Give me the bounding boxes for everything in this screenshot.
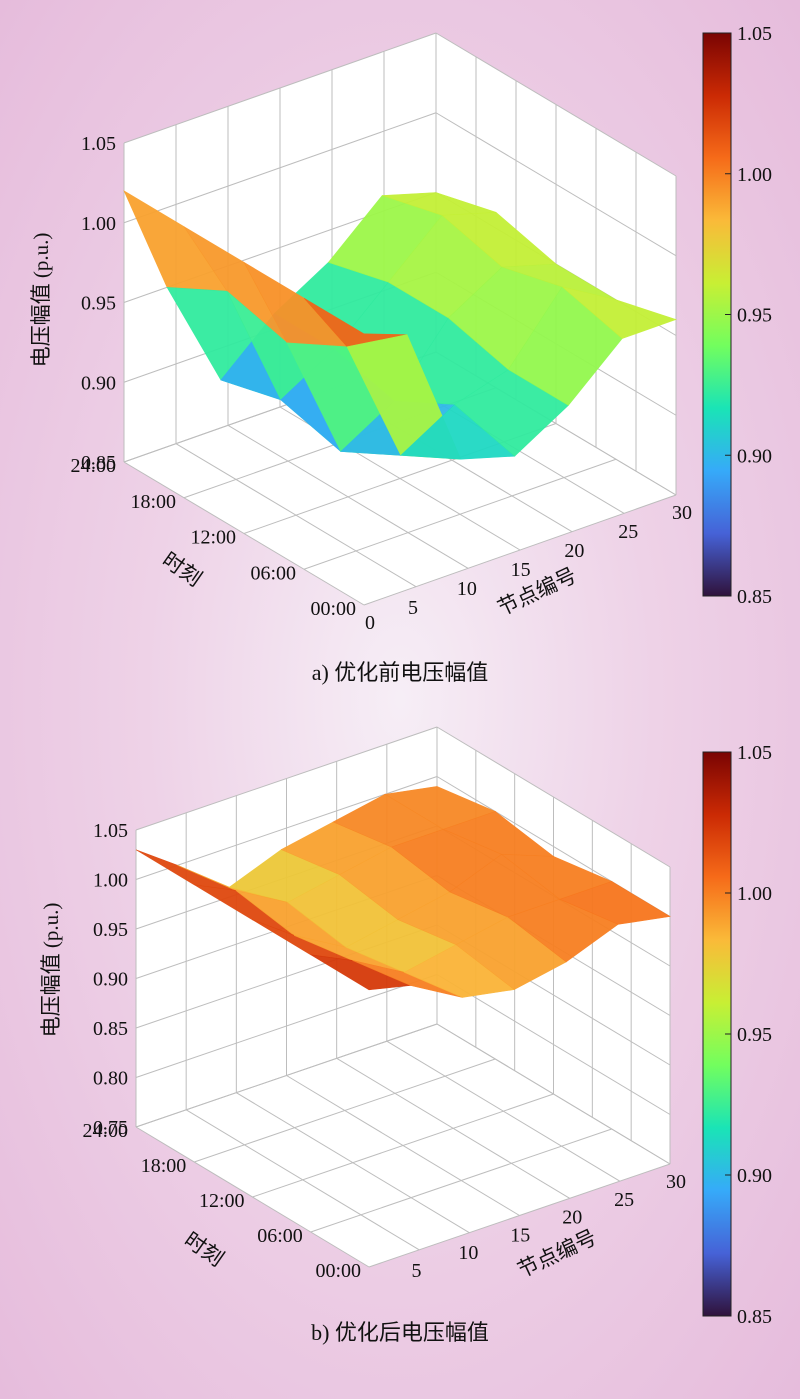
z-tick-label: 1.00 <box>81 213 116 235</box>
floor-grid-line <box>175 443 417 588</box>
y-tick-label: 12:00 <box>190 527 236 549</box>
x-tick-label: 10 <box>458 1242 478 1264</box>
x-tick-label: 5 <box>412 1260 422 1282</box>
colorbar-tick-label: 0.90 <box>737 1165 772 1187</box>
z-tick-label: 1.05 <box>93 820 128 842</box>
chart-panel-before: 0.85 0.90 0.95 1.00 1.05 00:00 06:00 12:00 18:00… <box>29 23 772 685</box>
colorbar-tick-label: 1.05 <box>737 742 772 764</box>
z-tick-label: 0.85 <box>81 452 116 474</box>
colorbar-tick-label: 1.00 <box>737 883 772 905</box>
y-tick-label: 12:00 <box>199 1190 245 1212</box>
y-tick-label: 24:00 <box>82 1120 128 1142</box>
y-axis-label: 时刻 <box>158 547 206 591</box>
y-tick-label: 00:00 <box>315 1260 361 1282</box>
floor-grid-line <box>185 1109 420 1251</box>
surface-patch <box>562 286 677 339</box>
floor-grid-line <box>227 424 469 569</box>
floor-grid-line <box>286 1075 520 1216</box>
surface-chart-after: 0.75 0.80 0.85 0.90 0.95 1.00 1.05 00:00 06:00 12… <box>39 726 772 1328</box>
x-tick-label: 0 <box>365 612 375 634</box>
caption-after: b) 优化后电压幅值 <box>311 1320 489 1345</box>
colorbar-tick-label: 0.85 <box>737 1306 772 1328</box>
z-tick-label: 0.80 <box>93 1068 128 1090</box>
z-axis-label: 电压幅值 (p.u.) <box>39 903 63 1038</box>
z-tick-label: 1.05 <box>81 133 116 155</box>
y-tick-label: 24:00 <box>70 455 116 477</box>
y-axis-label: 时刻 <box>180 1227 228 1271</box>
x-tick-label: 30 <box>666 1171 686 1193</box>
z-tick-label: 0.85 <box>93 1018 128 1040</box>
y-tick-label: 06:00 <box>250 562 296 584</box>
floor-grid-line <box>135 1126 370 1268</box>
x-tick-label: 25 <box>614 1189 634 1211</box>
x-tick-label: 30 <box>672 502 692 524</box>
x-tick-label: 10 <box>457 578 477 600</box>
floor-grid-line <box>123 461 365 606</box>
y-tick-label: 18:00 <box>141 1155 187 1177</box>
x-tick-label: 25 <box>618 521 638 543</box>
voltage-surface <box>135 786 671 998</box>
colorbar-tick-label: 0.95 <box>737 305 772 327</box>
x-tick-label: 20 <box>564 540 584 562</box>
z-tick-label: 0.95 <box>93 919 128 941</box>
z-axis-label: 电压幅值 (p.u.) <box>29 233 53 368</box>
colorbar-tick-label: 1.05 <box>737 23 772 45</box>
x-tick-label: 15 <box>511 559 531 581</box>
y-tick-label: 18:00 <box>130 491 176 513</box>
floor-grid-line <box>386 1040 621 1182</box>
surface-patch <box>559 881 671 925</box>
y-tick-label: 00:00 <box>310 598 356 620</box>
x-tick-label: 20 <box>562 1207 582 1229</box>
z-tick-label: 0.90 <box>93 969 128 991</box>
colorbar-tick-label: 0.90 <box>737 445 772 467</box>
x-tick-label: 15 <box>510 1224 530 1246</box>
chart-panel-after: 0.75 0.80 0.85 0.90 0.95 1.00 1.05 00:00 06:00 12… <box>0 700 800 1399</box>
caption-before: a) 优化前电压幅值 <box>311 660 489 685</box>
x-axis-label: 节点编号 <box>494 563 580 620</box>
floor-grid-line <box>336 1057 570 1199</box>
y-tick-label: 06:00 <box>257 1225 303 1247</box>
z-tick-label: 1.00 <box>93 870 128 892</box>
colorbar-tick-label: 0.95 <box>737 1024 772 1046</box>
colorbar-tick-label: 0.85 <box>737 586 772 608</box>
z-tick-label: 0.95 <box>81 293 116 315</box>
x-tick-label: 5 <box>408 597 418 619</box>
floor-grid-line <box>236 1092 470 1234</box>
colorbar-tick-label: 1.00 <box>737 164 772 186</box>
surface-chart-before: 0.85 0.90 0.95 1.00 1.05 00:00 06:00 12:00 18:00… <box>29 23 772 634</box>
z-tick-label: 0.90 <box>81 372 116 394</box>
z-tick-label: 0.75 <box>93 1117 128 1139</box>
voltage-surface <box>123 190 677 460</box>
